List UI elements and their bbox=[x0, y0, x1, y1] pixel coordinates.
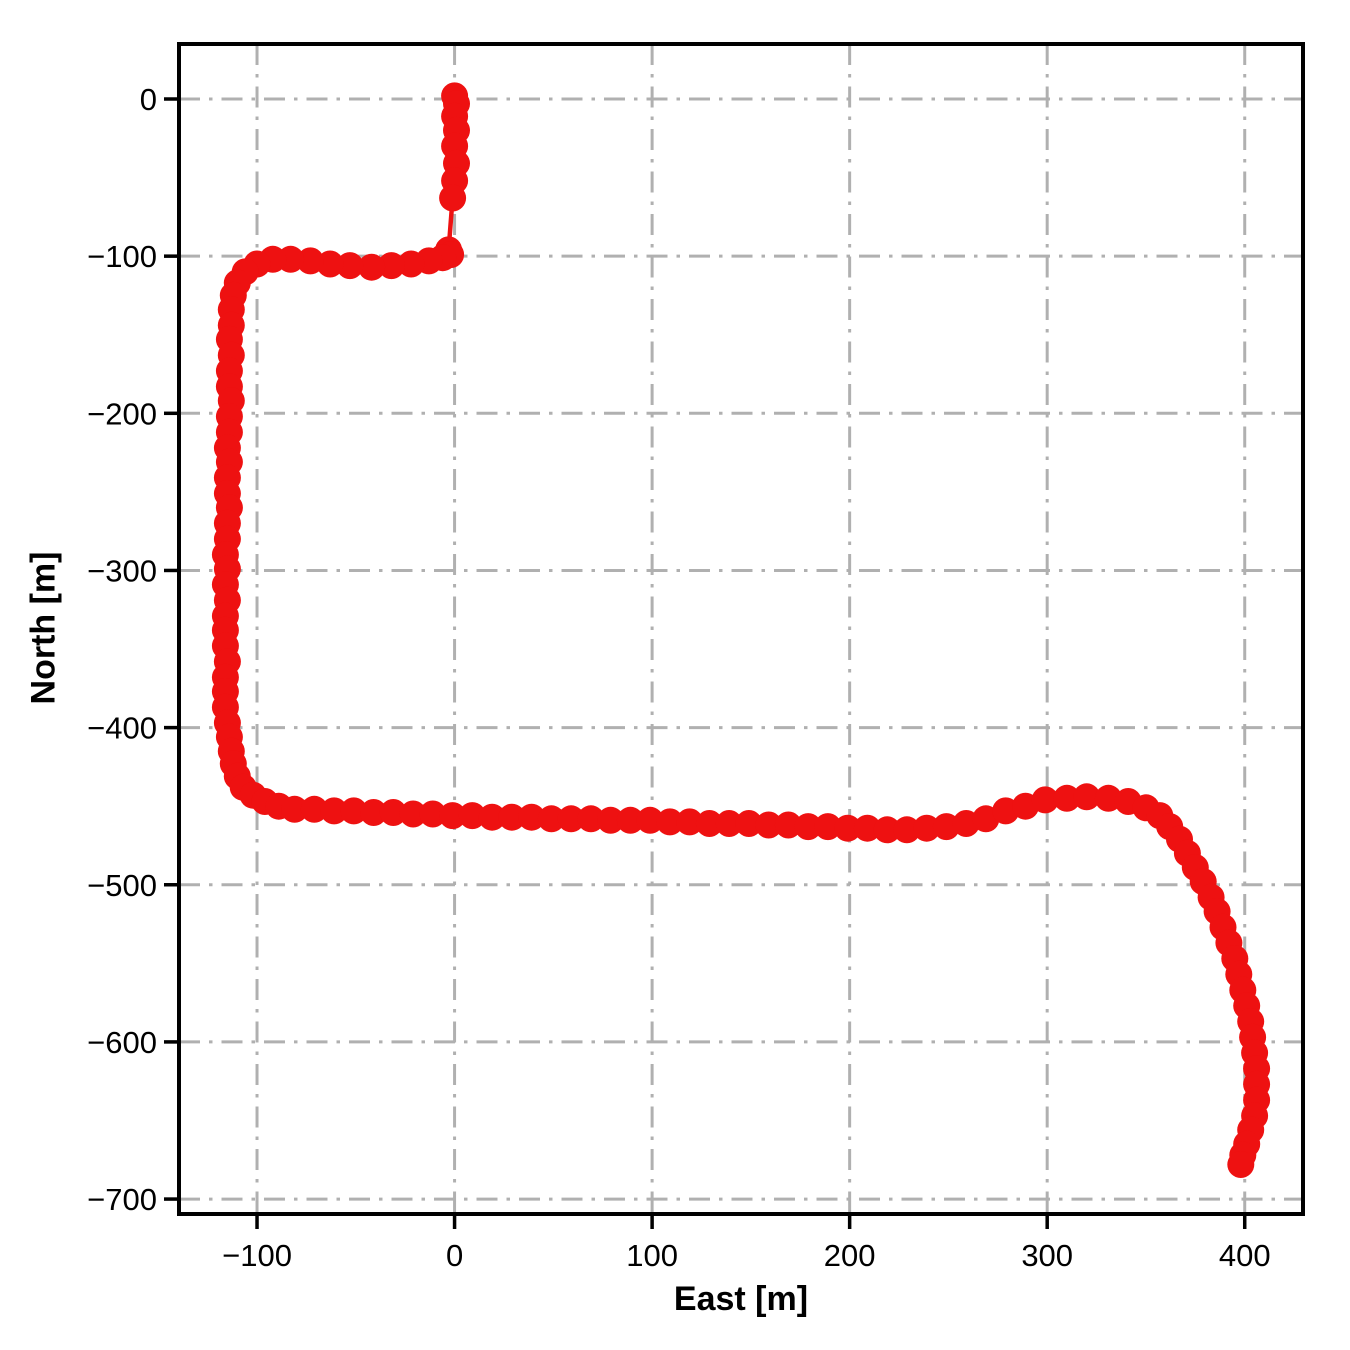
y-tick-label: −700 bbox=[87, 1182, 157, 1217]
trajectory-point bbox=[1031, 786, 1059, 814]
trajectory-point bbox=[360, 799, 388, 826]
trajectory-point bbox=[336, 252, 364, 280]
trajectory-point bbox=[814, 813, 842, 841]
trajectory-point bbox=[557, 805, 585, 833]
trajectory-point bbox=[379, 799, 407, 826]
trajectory-point bbox=[478, 803, 506, 831]
trajectory-point bbox=[358, 253, 386, 281]
x-axis-label: East [m] bbox=[673, 1280, 809, 1318]
y-tick-label: −400 bbox=[87, 711, 157, 746]
trajectory-point bbox=[281, 795, 309, 823]
trajectory-point bbox=[577, 805, 605, 833]
y-tick-label: −200 bbox=[87, 396, 157, 431]
trajectory-point bbox=[715, 810, 743, 837]
trajectory-point bbox=[616, 806, 644, 834]
x-tick-label: 100 bbox=[626, 1238, 678, 1273]
trajectory-point bbox=[853, 814, 881, 842]
trajectory-point bbox=[834, 814, 862, 842]
trajectory-point bbox=[774, 811, 802, 839]
y-axis-label: North [m] bbox=[24, 551, 63, 705]
x-tick-label: 0 bbox=[446, 1238, 463, 1273]
trajectory-point bbox=[518, 803, 546, 831]
x-tick-label: 400 bbox=[1219, 1238, 1271, 1273]
plot-border bbox=[177, 42, 1305, 1216]
trajectory-point bbox=[296, 247, 324, 275]
x-tick-label: 300 bbox=[1021, 1238, 1073, 1273]
trajectory-point bbox=[439, 802, 467, 830]
trajectory-point bbox=[932, 813, 960, 841]
trajectory-point bbox=[1227, 1151, 1255, 1178]
trajectory-point bbox=[913, 814, 941, 842]
trajectory-point bbox=[794, 813, 822, 841]
x-tick-label: −100 bbox=[222, 1238, 292, 1273]
trajectory-point bbox=[656, 808, 684, 836]
y-tick-label: 0 bbox=[140, 82, 157, 117]
trajectory-point bbox=[439, 184, 467, 212]
trajectory-point bbox=[1053, 784, 1081, 812]
trajectory-point bbox=[320, 797, 348, 825]
trajectory-point bbox=[676, 808, 704, 836]
trajectory-point bbox=[340, 797, 368, 825]
trajectory-point bbox=[537, 805, 565, 833]
trajectory-point bbox=[419, 800, 447, 828]
trajectory-point bbox=[1073, 783, 1101, 811]
trajectory-point bbox=[636, 806, 664, 834]
trajectory-point bbox=[735, 810, 763, 837]
y-tick-label: −600 bbox=[87, 1025, 157, 1060]
y-tick-label: −500 bbox=[87, 868, 157, 903]
trajectory-point bbox=[458, 802, 486, 830]
trajectory-point bbox=[1094, 784, 1122, 812]
trajectory-point bbox=[397, 250, 425, 278]
trajectory-point bbox=[399, 800, 427, 828]
y-tick-label: −100 bbox=[87, 239, 157, 274]
trajectory-point bbox=[695, 810, 723, 837]
y-tick-label: −300 bbox=[87, 553, 157, 588]
trajectory-point bbox=[498, 803, 526, 831]
trajectory-point bbox=[755, 811, 783, 839]
trajectory-point bbox=[893, 816, 921, 844]
x-tick-label: 200 bbox=[824, 1238, 876, 1273]
trajectory-point bbox=[377, 252, 405, 280]
trajectory-point bbox=[300, 795, 328, 823]
trajectory-point bbox=[597, 806, 625, 834]
trajectory-point bbox=[873, 816, 901, 844]
